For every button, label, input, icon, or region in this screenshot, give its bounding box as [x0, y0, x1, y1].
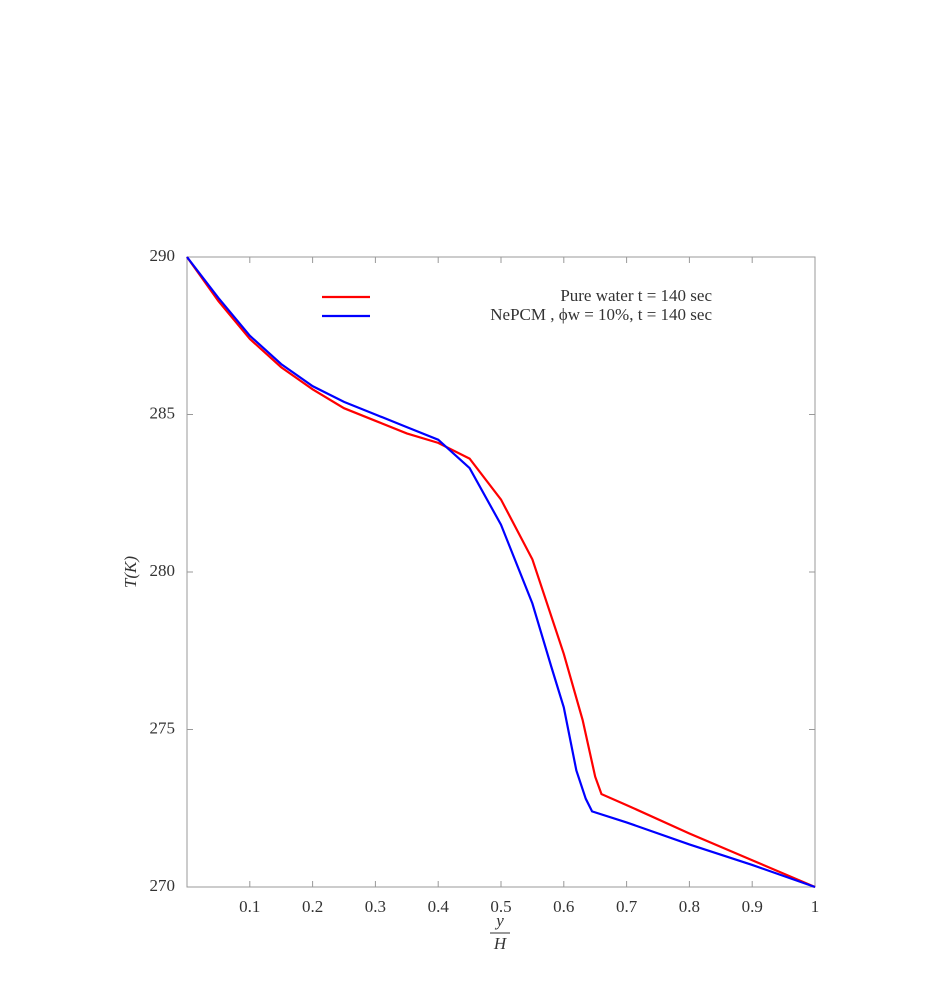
- data-line: [186, 256, 816, 889]
- x-tick-label: 0.1: [239, 897, 260, 916]
- x-label-numerator: y: [494, 911, 504, 930]
- plot-frame: [186, 256, 816, 888]
- y-tick-label: 290: [150, 246, 176, 265]
- x-tick-label: 0.3: [365, 897, 386, 916]
- y-label: T(K): [121, 556, 140, 588]
- x-tick-label: 0.5: [490, 897, 511, 916]
- data-line: [186, 256, 816, 889]
- legend-label: Pure water t = 140 sec: [560, 286, 712, 305]
- x-tick-label: 0.9: [742, 897, 763, 916]
- x-tick-label: 0.7: [616, 897, 638, 916]
- x-tick-label: 0.6: [553, 897, 574, 916]
- y-tick-label: 270: [150, 876, 176, 895]
- y-tick-label: 280: [150, 561, 176, 580]
- y-tick-label: 285: [150, 403, 176, 422]
- legend-label: NePCM , ϕw = 10%, t = 140 sec: [490, 305, 712, 324]
- x-tick-label: 1: [811, 897, 820, 916]
- x-tick-label: 0.2: [302, 897, 323, 916]
- y-tick-label: 275: [150, 718, 176, 737]
- x-tick-label: 0.8: [679, 897, 700, 916]
- x-tick-label: 0.4: [428, 897, 450, 916]
- x-label-denominator: H: [493, 934, 508, 953]
